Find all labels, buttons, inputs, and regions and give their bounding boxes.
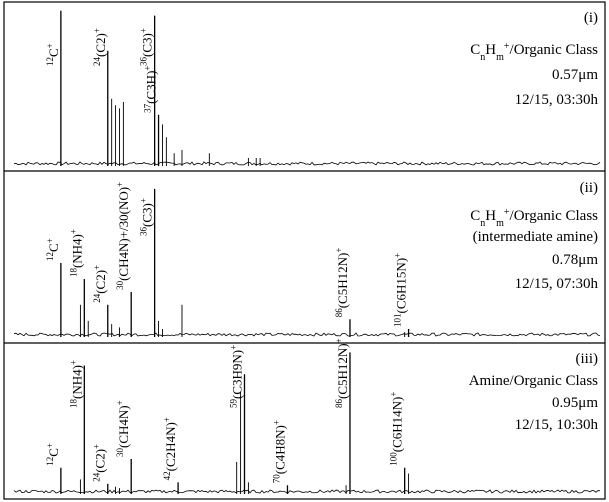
panel-i-annotation: (i) CnHm+/Organic Class 0.57μm 12/15, 03… xyxy=(470,10,598,108)
panel-ii-annotation: (ii) CnHm+/Organic Class (intermediate a… xyxy=(470,180,598,292)
peak-label-3-1: 18(NH4)+ xyxy=(68,360,84,408)
peak-label-2-3: 30(CH4N)+/30(NO)+ xyxy=(115,182,131,290)
peak-label-1-2: 36(C3)+ xyxy=(139,28,155,66)
peak-label-2-0: 12C+ xyxy=(45,238,61,261)
peak-label-3-5: 59(C3H9N)+ xyxy=(228,345,244,408)
peak-label-2-4: 36(C3)+ xyxy=(139,198,155,236)
panel-iii-size: 0.95μm xyxy=(552,395,598,411)
panel-ii-size: 0.78μm xyxy=(552,252,598,268)
peak-label-3-7: 86(C5H12N)+ xyxy=(334,338,350,408)
panel-ii-datetime: 12/15, 07:30h xyxy=(515,276,599,292)
peak-label-1-1: 24(C2)+ xyxy=(92,28,108,66)
outer-frame xyxy=(3,1,606,500)
panel-ii-class-2: (intermediate amine) xyxy=(473,229,598,245)
panel-ii-label: (ii) xyxy=(580,180,598,196)
peak-label-3-0: 12C+ xyxy=(45,443,61,466)
panel-iii-annotation: (iii) Amine/Organic Class 0.95μm 12/15, … xyxy=(469,351,599,433)
panel-i-class: CnHm+/Organic Class xyxy=(470,41,598,63)
peak-label-3-2: 24(C2)+ xyxy=(92,444,108,482)
peak-label-1-0: 12C+ xyxy=(45,43,61,66)
peak-label-3-8: 100(C6H14N)+ xyxy=(389,392,405,466)
spectra-layer: 12C+24(C2)+36(C3)+37(C3H)+12C+18(NH4)+24… xyxy=(13,10,601,494)
panel-iii-class: Amine/Organic Class xyxy=(469,373,598,389)
panel-iii-label: (iii) xyxy=(576,351,599,367)
peak-label-2-6: 101(C6H15N)+ xyxy=(393,253,409,327)
panel-i-datetime: 12/15, 03:30h xyxy=(515,92,599,108)
panel-i-label: (i) xyxy=(584,10,598,26)
peak-label-1-3: 37(C3H)+ xyxy=(143,66,159,113)
panel-ii-class: CnHm+/Organic Class xyxy=(470,207,598,229)
panel-3-baseline xyxy=(13,489,601,494)
peak-label-2-5: 86(C5H12N)+ xyxy=(334,248,350,318)
panel-2-baseline xyxy=(13,332,601,337)
peak-label-2-2: 24(C2)+ xyxy=(92,265,108,303)
panel-i-size: 0.57μm xyxy=(552,67,598,83)
peak-label-2-1: 18(NH4)+ xyxy=(68,229,84,277)
panel-1-baseline xyxy=(13,161,601,166)
peak-label-3-6: 70(C4H8N)+ xyxy=(271,420,287,483)
peak-label-3-4: 42(C2H4N)+ xyxy=(162,417,178,480)
peak-label-3-3: 30(CH4N)+ xyxy=(115,400,131,457)
panel-iii-datetime: 12/15, 10:30h xyxy=(515,417,599,433)
